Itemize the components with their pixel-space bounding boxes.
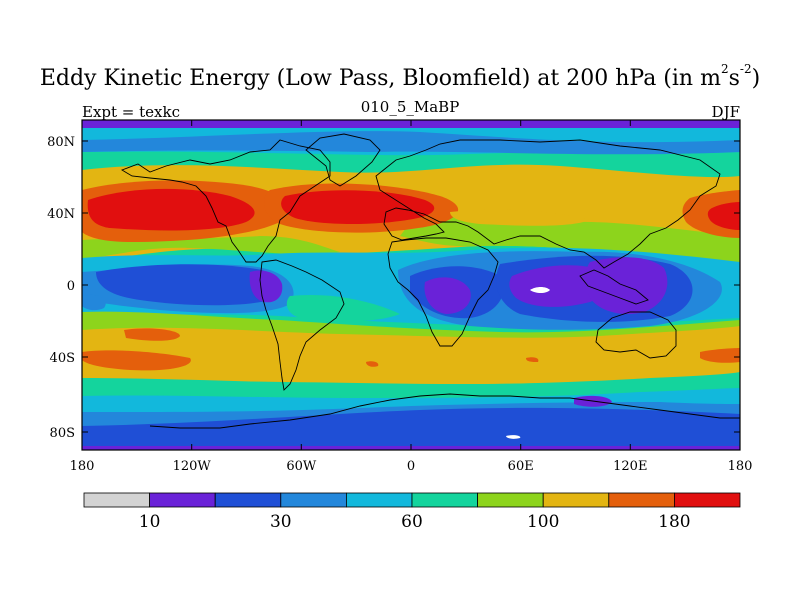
colorbar-swatch bbox=[608, 492, 675, 508]
x-tick-label: 180 bbox=[70, 459, 95, 474]
colorbar-swatch bbox=[280, 492, 347, 508]
y-tick-labels: 80N 40N 0 40S 80S bbox=[47, 135, 75, 441]
antarctica-coast bbox=[149, 393, 740, 429]
x-tick-label: 0 bbox=[407, 459, 415, 474]
colorbar-label: 100 bbox=[527, 512, 559, 532]
australia-coast bbox=[595, 311, 677, 359]
colorbar-swatch bbox=[674, 492, 741, 508]
colorbar-swatch bbox=[477, 492, 544, 508]
x-tick-label: 120E bbox=[613, 459, 647, 474]
colorbar-label: 10 bbox=[139, 512, 161, 532]
coastlines bbox=[120, 133, 740, 429]
contour-fill bbox=[82, 120, 740, 450]
y-tick-label: 40N bbox=[47, 207, 75, 222]
north-america-coast bbox=[120, 139, 331, 263]
chart-title: Eddy Kinetic Energy (Low Pass, Bloomfiel… bbox=[39, 62, 761, 91]
case-label: 010_5_MaBP bbox=[360, 98, 460, 116]
colorbar-label: 30 bbox=[270, 512, 292, 532]
colorbar-swatch bbox=[542, 492, 610, 508]
colorbar bbox=[83, 492, 741, 508]
y-tick-label: 80S bbox=[50, 426, 75, 441]
colorbar-swatch bbox=[214, 492, 282, 508]
maritime-continent-coast bbox=[579, 269, 649, 305]
colorbar-label: 180 bbox=[658, 512, 690, 532]
colorbar-label: 60 bbox=[401, 512, 423, 532]
eurasia-coast bbox=[375, 139, 721, 269]
africa-coast bbox=[387, 237, 499, 347]
greenland-coast bbox=[305, 133, 381, 187]
season-label: DJF bbox=[711, 103, 740, 121]
colorbar-swatch bbox=[411, 492, 478, 508]
colorbar-swatch bbox=[83, 492, 150, 508]
x-tick-label: 120W bbox=[173, 459, 212, 474]
x-tick-label: 60E bbox=[508, 459, 534, 474]
y-tick-label: 40S bbox=[50, 351, 75, 366]
y-tick-label: 80N bbox=[47, 135, 75, 150]
colorbar-swatch bbox=[149, 492, 216, 508]
x-tick-label: 60W bbox=[286, 459, 317, 474]
x-axis bbox=[81, 120, 741, 450]
y-tick-label: 0 bbox=[67, 279, 75, 294]
colorbar-swatch bbox=[345, 492, 413, 508]
colorbar-labels: 10 30 60 100 180 bbox=[139, 512, 691, 532]
x-tick-label: 180 bbox=[728, 459, 753, 474]
experiment-label: Expt = texkc bbox=[82, 103, 180, 121]
x-tick-labels: 180 120W 60W 0 60E 120E 180 bbox=[70, 459, 753, 474]
south-america-coast bbox=[259, 259, 345, 391]
y-axis bbox=[82, 140, 740, 433]
